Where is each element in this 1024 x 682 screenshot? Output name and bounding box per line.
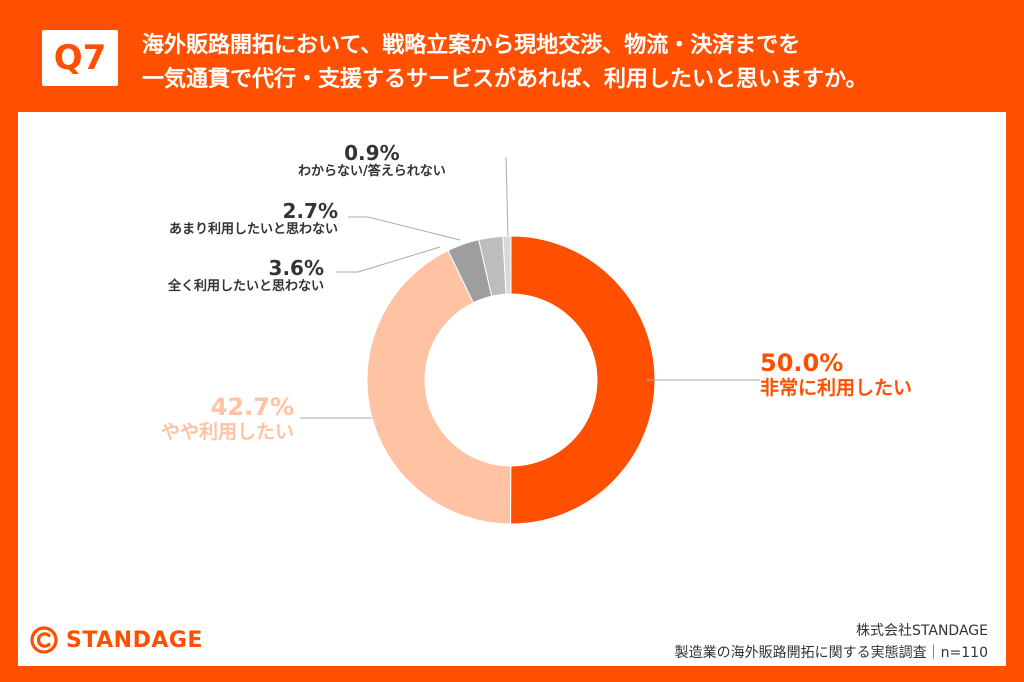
label-dont-know-name: わからない/答えられない: [298, 164, 446, 179]
slice-very: [510, 235, 656, 525]
label-not-at-all-value: 3.6%: [268, 256, 324, 280]
label-not-much: 2.7% あまり利用したいと思わない: [138, 200, 338, 238]
label-not-at-all-name: 全く利用したいと思わない: [167, 279, 324, 294]
label-somewhat: 42.7% やや利用したい: [98, 393, 294, 443]
label-very-name: 非常に利用したい: [760, 376, 913, 399]
label-very: 50.0% 非常に利用したい: [760, 349, 913, 399]
question-badge: Q7: [42, 30, 118, 86]
leader-not-much: [348, 216, 461, 241]
label-not-much-name: あまり利用したいと思わない: [168, 222, 338, 237]
label-very-value: 50.0%: [760, 349, 844, 377]
header: Q7 海外販路開拓において、戦略立案から現地交渉、物流・決済までを 一気通貫で代…: [0, 0, 1024, 110]
donut-chart: [300, 156, 760, 525]
label-not-much-value: 2.7%: [282, 199, 338, 223]
leader-not-at-all: [336, 246, 441, 273]
label-dont-know: 0.9% わからない/答えられない: [298, 142, 446, 180]
standage-logo: STANDAGE: [30, 625, 203, 655]
footer: 株式会社STANDAGE 製造業の海外販路開拓に関する実態調査｜n=110: [675, 620, 988, 664]
question-title-line-1: 海外販路開拓において、戦略立案から現地交渉、物流・決済までを: [142, 33, 801, 58]
label-somewhat-value: 42.7%: [210, 393, 294, 421]
slice-dont-know: [502, 235, 512, 295]
logo-text: STANDAGE: [66, 627, 203, 653]
standage-logo-icon: [30, 626, 58, 654]
question-title-line-2: 一気通貫で代行・支援するサービスがあれば、利用したいと思いますか。: [142, 67, 868, 92]
footer-survey: 製造業の海外販路開拓に関する実態調査｜n=110: [674, 645, 988, 661]
leader-dont-know: [505, 156, 509, 237]
slice-somewhat: [366, 249, 512, 525]
label-somewhat-name: やや利用したい: [160, 420, 294, 443]
label-dont-know-value: 0.9%: [344, 141, 400, 165]
footer-company: 株式会社STANDAGE: [856, 623, 988, 639]
question-title: 海外販路開拓において、戦略立案から現地交渉、物流・決済までを 一気通貫で代行・支…: [142, 29, 1002, 97]
chart-card: 0.9% わからない/答えられない 2.7% あまり利用したいと思わない 3.6…: [18, 112, 1006, 666]
label-not-at-all: 3.6% 全く利用したいと思わない: [138, 257, 324, 295]
